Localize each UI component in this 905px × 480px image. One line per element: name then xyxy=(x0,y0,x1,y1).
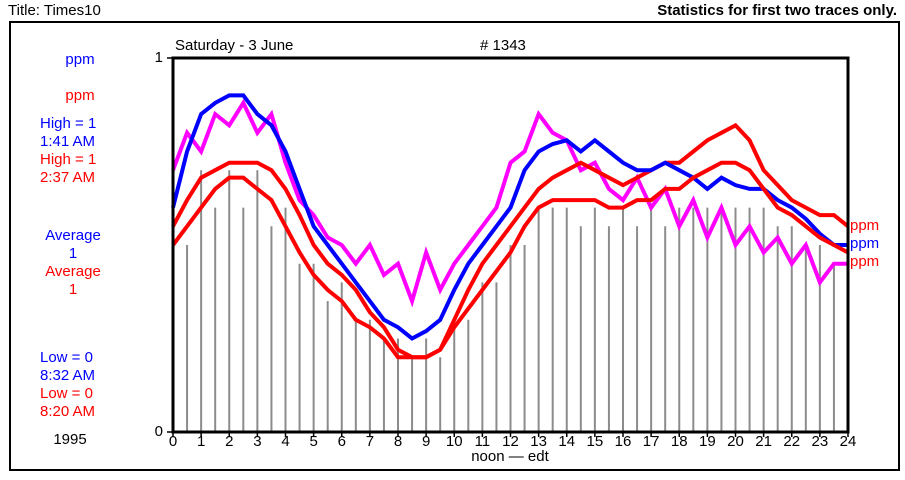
trace xyxy=(171,98,848,308)
low-time: 8:32 AM xyxy=(40,367,95,384)
average-label: Average xyxy=(45,263,101,280)
y-tick-label: 0 xyxy=(155,423,163,440)
x-tick-label: 0 xyxy=(169,433,177,450)
stats-note: Statistics for first two traces only. xyxy=(657,2,897,19)
low: Low = 0 xyxy=(40,385,93,402)
high: High = 1 xyxy=(40,151,96,168)
x-axis-label: noon — edt xyxy=(471,448,549,465)
low-time: 8:20 AM xyxy=(40,403,95,420)
x-tick-label: 1 xyxy=(197,433,205,450)
x-tick-label: 10 xyxy=(446,433,463,450)
x-tick-label: 6 xyxy=(338,433,346,450)
x-tick-label: 16 xyxy=(615,433,632,450)
x-tick-label: 18 xyxy=(671,433,688,450)
window-title: Title: Times10 xyxy=(8,2,101,19)
trace xyxy=(171,93,848,341)
year: 1995 xyxy=(53,431,86,448)
low: Low = 0 xyxy=(40,349,93,366)
x-tick-label: 5 xyxy=(309,433,317,450)
legend-label: ppm xyxy=(850,217,879,234)
high-time: 1:41 AM xyxy=(40,133,95,150)
x-tick-label: 8 xyxy=(394,433,402,450)
frame xyxy=(9,21,900,471)
y-tick-label: 1 xyxy=(155,49,163,66)
unit: ppm xyxy=(65,51,94,68)
x-tick-label: 4 xyxy=(281,433,289,450)
average-label: Average xyxy=(45,227,101,244)
trace xyxy=(171,122,850,360)
record: # 1343 xyxy=(480,37,526,54)
x-tick-label: 23 xyxy=(812,433,829,450)
x-tick-label: 7 xyxy=(366,433,374,450)
side-panel: ppm ppm High = 1 1:41 AM High = 1 2:37 A… xyxy=(40,51,101,448)
x-tick-label: 21 xyxy=(755,433,772,450)
x-tick-label: 12 xyxy=(502,433,519,450)
x-tick-label: 11 xyxy=(475,433,491,450)
x-tick-label: 19 xyxy=(699,433,716,450)
x-tick-label: 15 xyxy=(587,433,604,450)
x-tick-label: 13 xyxy=(530,433,547,450)
x-tick-label: 14 xyxy=(558,433,575,450)
x-tick-label: 24 xyxy=(840,433,857,450)
x-tick-label: 17 xyxy=(643,433,660,450)
unit: ppm xyxy=(65,87,94,104)
x-tick-label: 9 xyxy=(422,433,430,450)
high: High = 1 xyxy=(40,115,96,132)
x-tick-label: 20 xyxy=(727,433,744,450)
x-tick-label: 3 xyxy=(253,433,261,450)
x-tick-label: 22 xyxy=(783,433,800,450)
x-tick-label: 2 xyxy=(225,433,233,450)
average: 1 xyxy=(69,245,77,262)
trace xyxy=(171,160,849,360)
average: 1 xyxy=(69,281,77,298)
legend-label: ppm xyxy=(850,235,879,252)
legend-label: ppm xyxy=(850,253,879,270)
date: Saturday - 3 June xyxy=(175,37,293,54)
high-time: 2:37 AM xyxy=(40,169,95,186)
